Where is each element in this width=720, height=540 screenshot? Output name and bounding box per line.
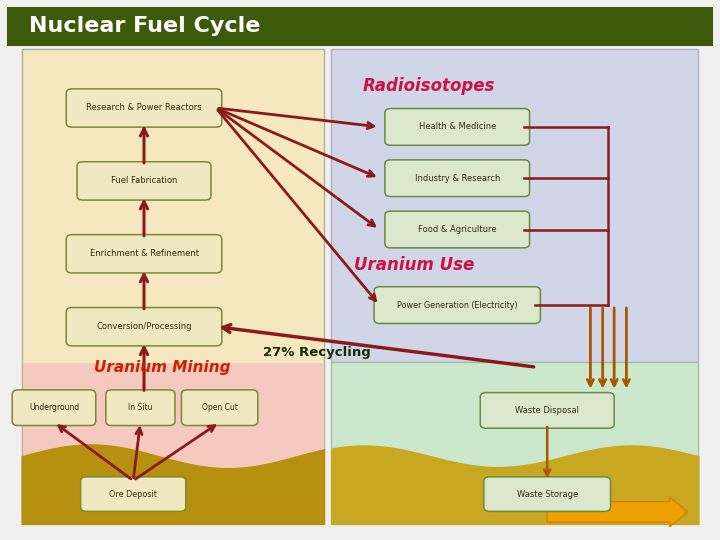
FancyBboxPatch shape xyxy=(374,287,540,323)
Text: Ore Deposit: Ore Deposit xyxy=(109,490,157,498)
FancyBboxPatch shape xyxy=(484,477,611,511)
Text: Industry & Research: Industry & Research xyxy=(415,174,500,183)
Text: Power Generation (Electricity): Power Generation (Electricity) xyxy=(397,301,518,309)
Text: Food & Agriculture: Food & Agriculture xyxy=(418,225,497,234)
FancyBboxPatch shape xyxy=(23,363,323,523)
Text: Health & Medicine: Health & Medicine xyxy=(418,123,496,131)
Text: Enrichment & Refinement: Enrichment & Refinement xyxy=(89,249,199,258)
Text: Radioisotopes: Radioisotopes xyxy=(362,77,495,96)
FancyBboxPatch shape xyxy=(106,390,175,426)
Text: Fuel Fabrication: Fuel Fabrication xyxy=(111,177,177,185)
FancyBboxPatch shape xyxy=(384,109,530,145)
Text: Uranium Mining: Uranium Mining xyxy=(94,360,230,375)
Text: Nuclear Fuel Cycle: Nuclear Fuel Cycle xyxy=(29,16,260,36)
FancyBboxPatch shape xyxy=(77,161,211,200)
FancyBboxPatch shape xyxy=(331,49,698,362)
Text: Uranium Use: Uranium Use xyxy=(354,255,474,274)
Text: Waste Storage: Waste Storage xyxy=(516,490,578,498)
FancyBboxPatch shape xyxy=(181,390,258,426)
Text: 27% Recycling: 27% Recycling xyxy=(263,346,371,359)
FancyBboxPatch shape xyxy=(12,390,96,426)
FancyBboxPatch shape xyxy=(384,211,530,248)
FancyBboxPatch shape xyxy=(480,393,614,428)
FancyBboxPatch shape xyxy=(81,477,186,511)
FancyBboxPatch shape xyxy=(7,7,713,46)
Text: Waste Disposal: Waste Disposal xyxy=(516,406,579,415)
FancyBboxPatch shape xyxy=(384,160,530,197)
Text: Open Cut: Open Cut xyxy=(202,403,238,412)
Text: Underground: Underground xyxy=(29,403,79,412)
FancyArrow shape xyxy=(547,497,688,527)
FancyBboxPatch shape xyxy=(331,362,698,524)
FancyBboxPatch shape xyxy=(66,234,222,273)
Text: In Situ: In Situ xyxy=(128,403,153,412)
FancyBboxPatch shape xyxy=(66,89,222,127)
Text: Conversion/Processing: Conversion/Processing xyxy=(96,322,192,331)
FancyBboxPatch shape xyxy=(22,49,324,524)
Text: Research & Power Reactors: Research & Power Reactors xyxy=(86,104,202,112)
FancyBboxPatch shape xyxy=(66,308,222,346)
